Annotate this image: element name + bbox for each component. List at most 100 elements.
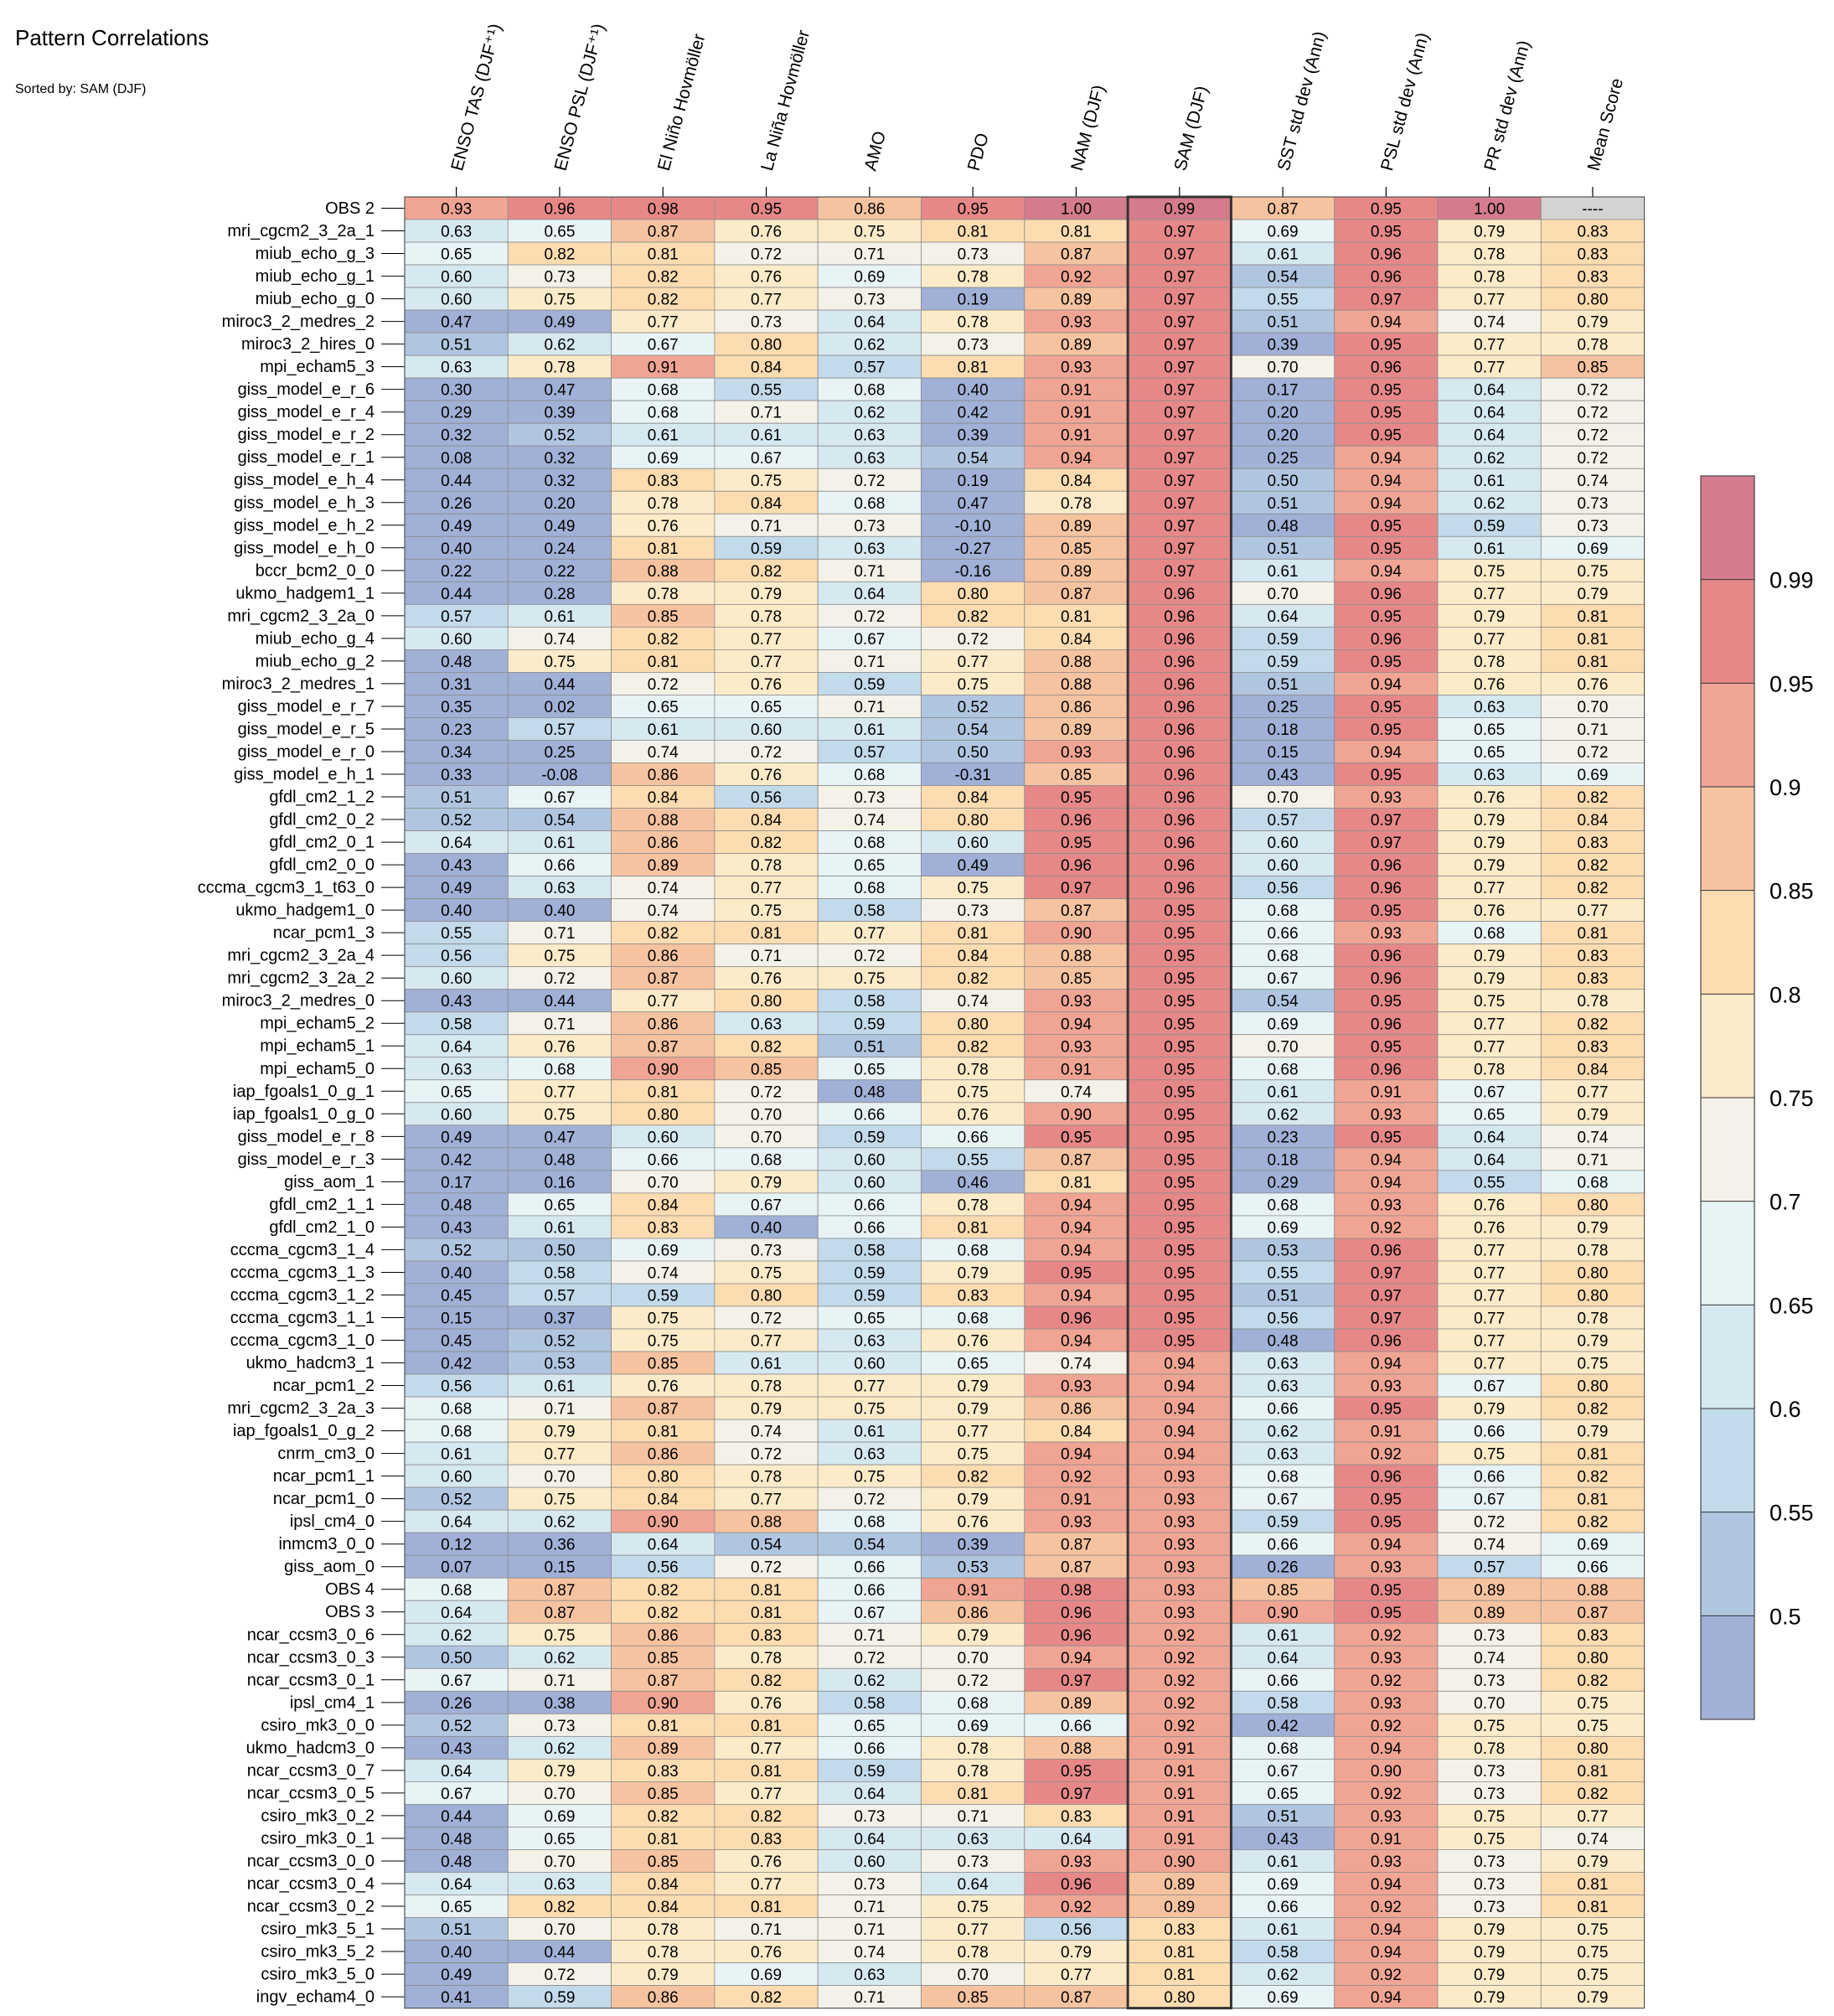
cell-value: 0.95 [1371, 405, 1402, 422]
heatmap-cell [1024, 513, 1129, 537]
heatmap-cell [817, 422, 922, 447]
cell-value: 0.59 [854, 1129, 885, 1146]
heatmap-cell [1334, 264, 1439, 288]
heatmap-cell [1437, 740, 1542, 763]
cell-value: 0.95 [1371, 699, 1402, 716]
heatmap-cell [1231, 898, 1335, 923]
heatmap-cell [1231, 1509, 1335, 1533]
heatmap-cell [1231, 672, 1335, 695]
cell-value: 0.81 [958, 359, 989, 377]
cell-value: 0.86 [648, 767, 679, 784]
heatmap-cell [1231, 1940, 1335, 1963]
heatmap-cell [1437, 354, 1542, 379]
heatmap-cell [921, 1057, 1025, 1081]
cell-value: 0.87 [648, 224, 679, 241]
cell-value: 0.44 [544, 993, 575, 1011]
heatmap-cell [1540, 1600, 1645, 1624]
cell-value: 0.75 [544, 654, 575, 671]
cell-value: 0.75 [648, 1310, 679, 1328]
cell-value: 0.93 [1061, 1378, 1092, 1396]
heatmap-cell [817, 581, 922, 605]
column-header: SST std dev (Ann) [1274, 29, 1330, 173]
heatmap-cell [507, 1940, 612, 1963]
heatmap-cell [507, 989, 612, 1013]
cell-value: 0.66 [1577, 1559, 1608, 1577]
cell-value: 0.60 [441, 1469, 472, 1486]
cell-value: 0.95 [1164, 1264, 1195, 1282]
heatmap-cell [1334, 1509, 1439, 1533]
heatmap-cell [611, 1057, 716, 1081]
heatmap-cell [1231, 1577, 1335, 1601]
heatmap-cell [1334, 490, 1439, 514]
row-label: miub_echo_g_0 [256, 290, 375, 308]
cell-value: 0.77 [854, 1378, 885, 1396]
heatmap-cell [1024, 989, 1129, 1013]
row-label: csiro_mk3_0_1 [261, 1829, 375, 1848]
cell-value: 0.93 [1371, 789, 1402, 807]
cell-value: 0.92 [1061, 1899, 1092, 1916]
cell-value: 0.77 [751, 1876, 782, 1894]
cell-value: 0.82 [958, 970, 989, 988]
heatmap-cell [1024, 1260, 1129, 1285]
cell-value: 0.19 [958, 473, 989, 490]
heatmap-cell [611, 1690, 716, 1714]
heatmap-cell [1334, 603, 1439, 628]
cell-value: 0.92 [1061, 269, 1092, 287]
cell-value: 0.77 [1474, 1016, 1505, 1033]
heatmap-cell [1437, 1373, 1542, 1398]
cell-value: 0.96 [1061, 1605, 1092, 1622]
heatmap-cell [817, 1713, 922, 1737]
cell-value: 0.81 [1577, 631, 1608, 649]
cell-value: 0.97 [1164, 518, 1195, 535]
heatmap-cell [1024, 1215, 1129, 1239]
cell-value: 0.80 [1577, 1287, 1608, 1305]
cell-value: 0.73 [751, 1242, 782, 1259]
heatmap-cell [1127, 649, 1232, 673]
heatmap-cell [507, 1872, 612, 1895]
cell-value: 0.68 [854, 880, 885, 897]
cell-value: 0.93 [1371, 1695, 1402, 1713]
cell-value: 0.94 [1371, 450, 1402, 468]
cell-value: 0.95 [1061, 789, 1092, 807]
heatmap-cell [1540, 1124, 1645, 1149]
cell-value: 0.79 [958, 1264, 989, 1282]
heatmap-cell [1437, 695, 1542, 718]
cell-value: 0.89 [1061, 337, 1092, 354]
cell-value: -0.16 [954, 563, 990, 581]
cell-value: 0.65 [441, 246, 472, 264]
heatmap-cell [1437, 1940, 1542, 1963]
heatmap-cell [1024, 558, 1129, 582]
heatmap-cell [1437, 1532, 1542, 1556]
cell-value: 0.74 [648, 902, 679, 920]
cell-value: 0.66 [1474, 1469, 1505, 1486]
colorbar-tick-label: 0.55 [1769, 1501, 1814, 1526]
cell-value: 0.61 [1474, 540, 1505, 558]
cell-value: 0.47 [958, 495, 989, 513]
heatmap-cell [1334, 558, 1439, 582]
cell-value: 0.82 [648, 925, 679, 943]
cell-value: 0.95 [1061, 835, 1092, 852]
heatmap-cell [1437, 309, 1542, 333]
cell-value: 0.91 [958, 1582, 989, 1600]
heatmap-cell [507, 785, 612, 809]
cell-value: 0.69 [648, 1242, 679, 1259]
heatmap-cell [1024, 1373, 1129, 1398]
heatmap-cell [1540, 513, 1645, 537]
cell-value: 0.96 [1164, 586, 1195, 603]
cell-value: 0.88 [648, 812, 679, 830]
heatmap-cell [404, 1170, 509, 1194]
row-label: giss_model_e_r_6 [238, 380, 375, 399]
heatmap-cell [1437, 1917, 1542, 1941]
heatmap-cell [1334, 1849, 1439, 1873]
cell-value: 0.29 [441, 405, 472, 422]
heatmap-cell [1334, 1011, 1439, 1036]
heatmap-cell [1437, 672, 1542, 695]
row-label: csiro_mk3_5_0 [261, 1966, 375, 1984]
cell-value: 0.23 [1268, 1129, 1299, 1146]
cell-value: 0.77 [1474, 1038, 1505, 1056]
cell-value: 0.60 [441, 1106, 472, 1124]
heatmap-cell [1334, 309, 1439, 333]
cell-value: 0.93 [1371, 1650, 1402, 1667]
heatmap-cell [1024, 1849, 1129, 1873]
cell-value: 0.50 [441, 1650, 472, 1667]
